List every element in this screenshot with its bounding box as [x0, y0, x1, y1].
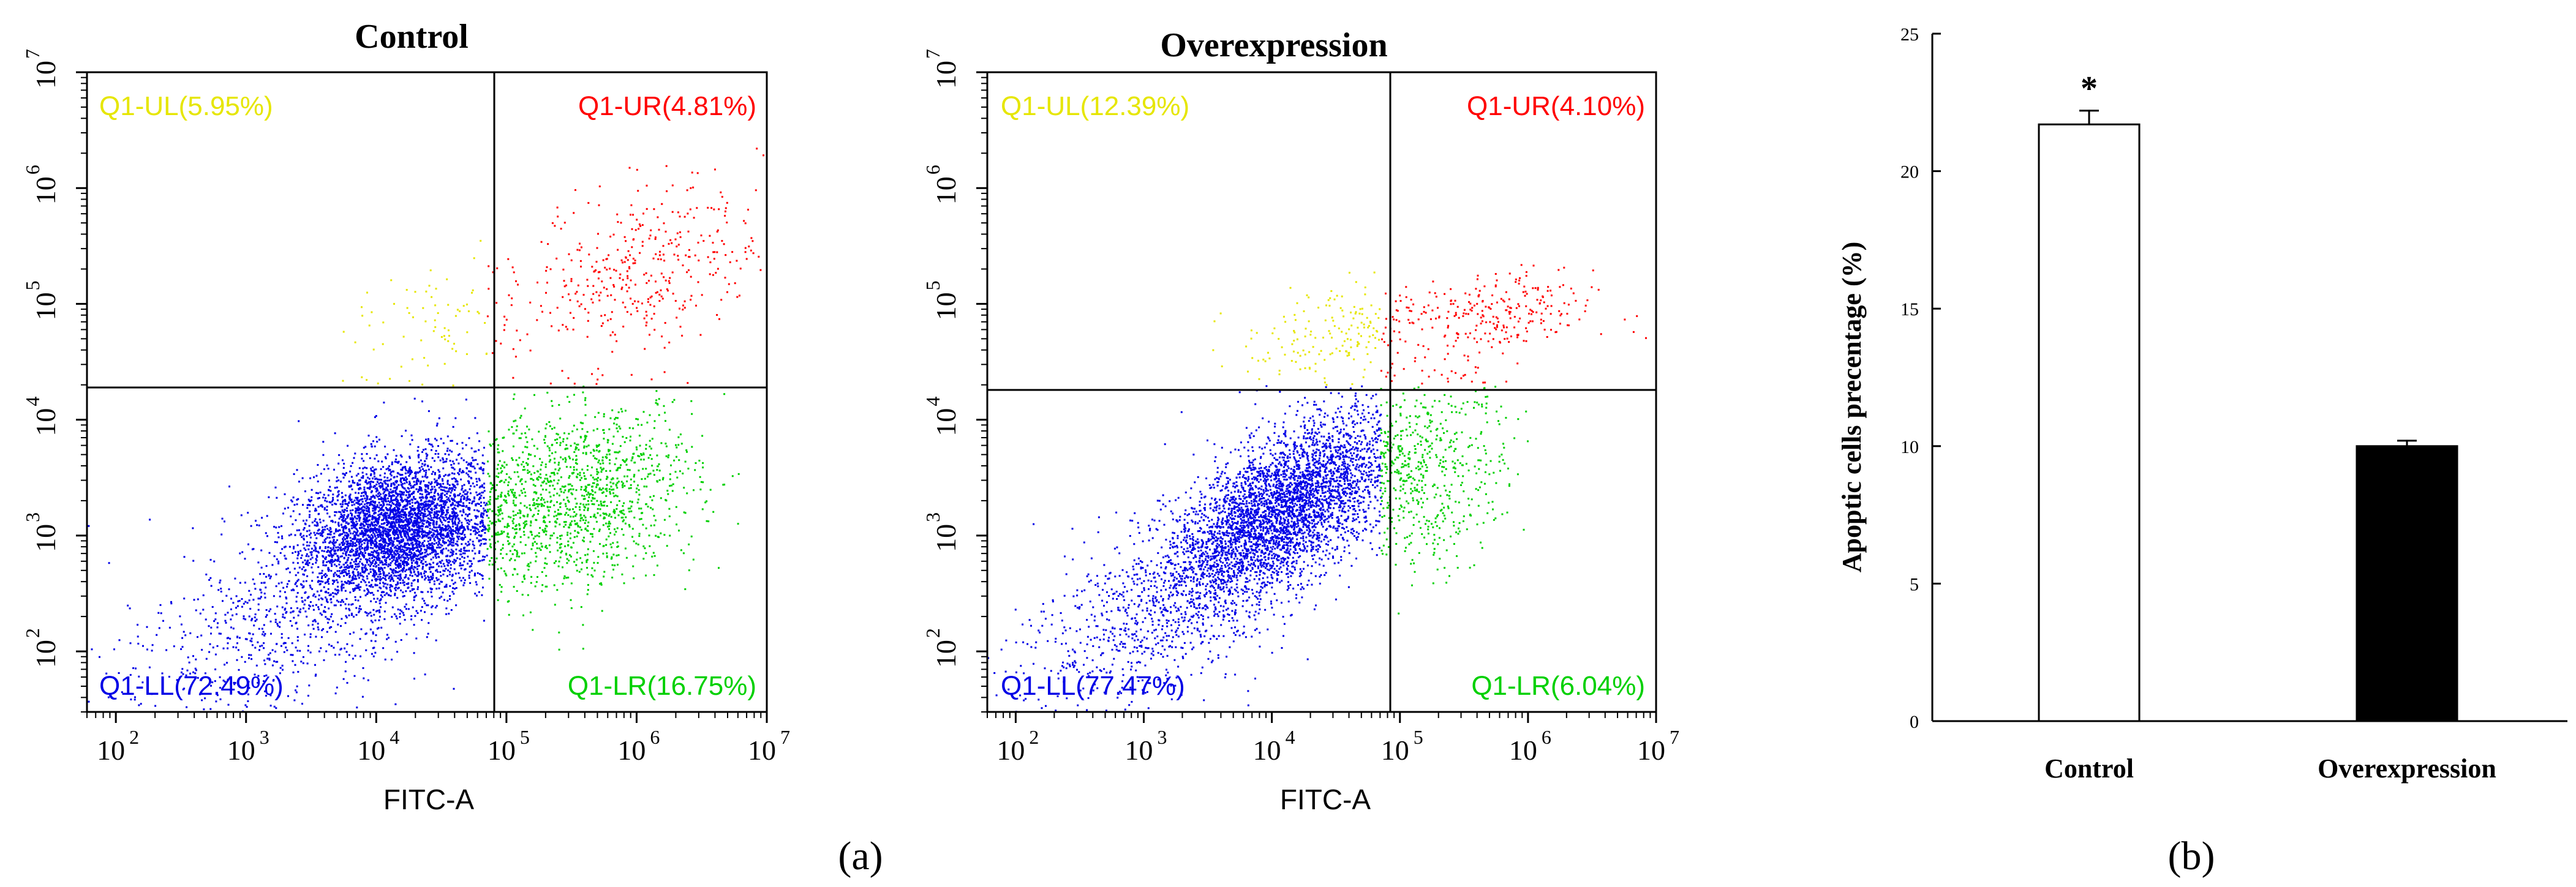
quadrant-label-ll-control: Q1-LL(72.49%): [99, 671, 284, 701]
x-tick-exponent: 5: [1414, 726, 1423, 748]
x-tick-label: 10: [748, 735, 776, 766]
panel-b-label: (b): [2168, 834, 2215, 878]
x-tick-label: 10: [617, 735, 646, 766]
plot-frame-control: [86, 71, 768, 713]
scatter-points-control: [88, 148, 764, 713]
scatter-points-ll: [987, 385, 1382, 713]
x-axis-ticks-overexpression: 10 2 10 3 10 4 10 5 10 6 10 7: [987, 712, 1679, 766]
x-axis-ticks-control: 10 2 10 3 10 4 10 5 10 6 10 7: [86, 712, 790, 766]
plot-title-control: Control: [355, 18, 469, 56]
x-axis-label-control: FITC-A: [383, 784, 475, 815]
y-tick-label: 10: [30, 408, 61, 436]
flow-plot-overexpression: Overexpression Q1-UL(12.39%) Q1-UR(4.10%…: [922, 26, 1679, 815]
plot-frame-overexpression: [986, 71, 1657, 713]
y-tick-label: 10: [930, 524, 962, 552]
bar-y-tick-label: 20: [1900, 162, 1919, 182]
x-tick-label: 10: [97, 735, 125, 766]
panel-a-label: (a): [838, 834, 883, 878]
y-tick-label: 10: [30, 292, 61, 320]
x-axis-label-overexpression: FITC-A: [1280, 784, 1371, 815]
y-tick-exponent: 5: [21, 280, 43, 290]
y-tick-label: 10: [930, 640, 962, 668]
y-tick-label: 10: [30, 524, 61, 552]
plot-title-overexpression: Overexpression: [1160, 26, 1387, 64]
scatter-points-ul: [1212, 271, 1381, 386]
scatter-points-ul: [342, 239, 488, 387]
bar-y-tick-label: 25: [1900, 24, 1919, 45]
bar-chart-apoptosis: 0 5 10 15 20 25 * Control Overexpression Apopti…: [1837, 24, 2567, 784]
x-tick-exponent: 7: [1670, 726, 1679, 748]
bar-y-axis-label: Apoptic cells precentage (%): [1837, 242, 1867, 573]
y-axis-ticks-overexpression: 10 2 10 3 10 4 10 5 10 6 10 7: [922, 49, 987, 713]
quadrant-label-ul-overexpression: Q1-UL(12.39%): [1001, 91, 1189, 121]
bar-y-tick-label: 0: [1910, 712, 1919, 732]
y-tick-exponent: 3: [21, 512, 43, 522]
quadrant-label-lr-control: Q1-LR(16.75%): [568, 671, 756, 701]
y-tick-label: 10: [930, 408, 962, 436]
x-tick-exponent: 6: [1542, 726, 1551, 748]
quadrant-label-ul-control: Q1-UL(5.95%): [99, 91, 273, 121]
y-tick-exponent: 2: [922, 628, 944, 638]
x-tick-exponent: 2: [129, 726, 139, 748]
x-tick-label: 10: [227, 735, 255, 766]
scatter-points-lr: [486, 386, 740, 651]
x-tick-label: 10: [1253, 735, 1281, 766]
bar-y-tick-label: 5: [1910, 574, 1919, 594]
x-tick-label: 10: [1509, 735, 1537, 766]
x-tick-exponent: 3: [260, 726, 269, 748]
y-tick-label: 10: [30, 176, 61, 204]
bar-category-label: Control: [2044, 754, 2134, 784]
bar-marks: * Control Overexpression: [2038, 70, 2496, 784]
y-tick-label: 10: [30, 640, 61, 668]
y-tick-exponent: 4: [21, 397, 43, 406]
scatter-points-lr: [1380, 386, 1529, 615]
x-tick-label: 10: [357, 735, 385, 766]
bar-y-ticks: 0 5 10 15 20 25: [1900, 24, 1941, 732]
y-tick-label: 10: [930, 176, 962, 204]
quadrant-label-ur-overexpression: Q1-UR(4.10%): [1467, 91, 1645, 121]
x-tick-exponent: 2: [1029, 726, 1039, 748]
x-tick-label: 10: [1637, 735, 1665, 766]
flow-plot-control: Control Q1-UL(5.95%) Q1-UR(4.81%) Q1-LL(…: [21, 18, 790, 815]
y-tick-exponent: 6: [922, 165, 944, 174]
bar-y-tick-label: 15: [1900, 299, 1919, 320]
x-tick-label: 10: [996, 735, 1025, 766]
significance-marker: *: [2081, 70, 2098, 108]
scatter-points-ur: [486, 148, 764, 385]
y-tick-exponent: 5: [922, 280, 944, 290]
bar-overexpression: [2356, 445, 2458, 722]
quadrant-label-ll-overexpression: Q1-LL(77.47%): [1001, 671, 1185, 701]
quadrant-label-lr-overexpression: Q1-LR(6.04%): [1471, 671, 1645, 701]
x-tick-label: 10: [1381, 735, 1409, 766]
y-tick-exponent: 7: [922, 49, 944, 59]
x-tick-exponent: 6: [650, 726, 660, 748]
quadrant-label-ur-control: Q1-UR(4.81%): [578, 91, 756, 121]
bar-y-tick-label: 10: [1900, 437, 1919, 457]
y-tick-exponent: 2: [21, 628, 43, 638]
bar-category-label: Overexpression: [2318, 754, 2496, 784]
x-tick-exponent: 3: [1158, 726, 1167, 748]
scatter-points-overexpression: [987, 264, 1647, 713]
y-tick-label: 10: [930, 292, 962, 320]
bar-control: [2038, 123, 2141, 722]
x-tick-exponent: 4: [1286, 726, 1295, 748]
y-tick-exponent: 4: [922, 397, 944, 406]
y-tick-exponent: 3: [922, 512, 944, 522]
x-tick-exponent: 7: [780, 726, 790, 748]
y-tick-label: 10: [930, 61, 962, 89]
y-tick-label: 10: [30, 61, 61, 89]
x-tick-exponent: 4: [390, 726, 399, 748]
x-tick-label: 10: [1125, 735, 1153, 766]
x-tick-exponent: 5: [520, 726, 530, 748]
y-tick-exponent: 6: [21, 165, 43, 174]
scatter-points-ll: [88, 397, 488, 713]
x-tick-label: 10: [488, 735, 516, 766]
y-tick-exponent: 7: [21, 49, 43, 59]
y-axis-ticks-control: 10 2 10 3 10 4 10 5 10 6 10 7: [21, 49, 87, 713]
scatter-points-ur: [1380, 264, 1647, 385]
